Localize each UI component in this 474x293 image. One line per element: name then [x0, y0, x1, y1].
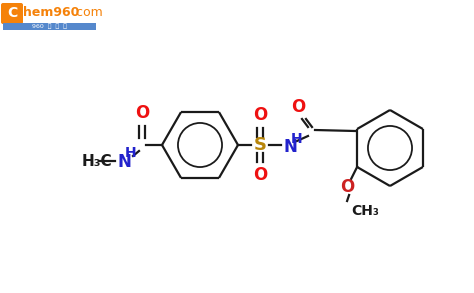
Text: 960  化  工  网: 960 化 工 网: [33, 23, 67, 29]
Text: CH₃: CH₃: [351, 204, 379, 218]
Text: C: C: [7, 6, 17, 20]
Text: O: O: [253, 106, 267, 124]
Text: O: O: [253, 166, 267, 184]
Text: O: O: [291, 98, 305, 116]
FancyBboxPatch shape: [1, 3, 23, 24]
Text: N: N: [283, 138, 297, 156]
Text: hem960: hem960: [23, 6, 79, 20]
Text: O: O: [340, 178, 354, 196]
Text: .com: .com: [73, 6, 104, 20]
Text: H₃C: H₃C: [82, 154, 113, 169]
FancyBboxPatch shape: [3, 23, 96, 30]
Text: S: S: [254, 136, 266, 154]
Text: O: O: [135, 104, 149, 122]
Text: H: H: [291, 132, 303, 146]
Text: H: H: [125, 146, 137, 160]
Text: N: N: [117, 153, 131, 171]
